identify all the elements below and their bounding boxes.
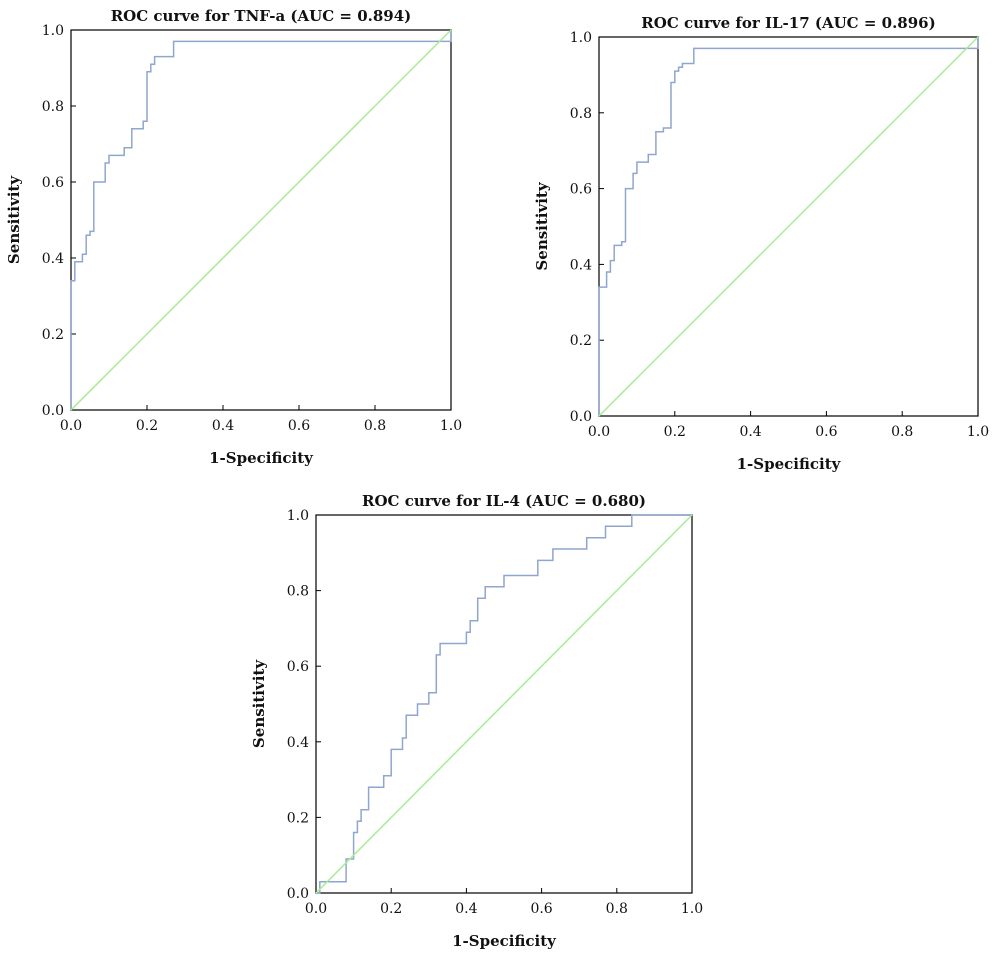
- y-tick-label: 0.0: [570, 409, 592, 425]
- y-tick-label: 0.2: [42, 327, 64, 343]
- x-tick-label: 1.0: [967, 424, 989, 440]
- roc-chart-2: ROC curve for IL-17 (AUC = 0.896) 0.0 0.2 0…: [533, 14, 989, 473]
- reference-diagonal-line: [70, 29, 452, 411]
- x-tick-label: 0.4: [739, 424, 761, 440]
- roc-chart-3: ROC curve for IL-4 (AUC = 0.680) 0.0 0.2 0.…: [250, 492, 703, 950]
- chart-title: ROC curve for IL-17 (AUC = 0.896): [641, 14, 935, 32]
- x-tick-label: 0.2: [380, 901, 402, 917]
- roc-curve-line: [70, 30, 452, 410]
- y-tick-label: 0.2: [287, 810, 309, 826]
- y-tick-label: 1.0: [42, 23, 64, 39]
- x-axis-label: 1-Specificity: [209, 449, 314, 467]
- x-tick-label: 1.0: [681, 901, 703, 917]
- reference-diagonal-line: [598, 36, 979, 417]
- y-tick-label: 1.0: [570, 30, 592, 46]
- x-tick-label: 0.8: [364, 418, 386, 434]
- x-tick-label: 0.6: [530, 901, 552, 917]
- chart-title: ROC curve for IL-4 (AUC = 0.680): [362, 492, 646, 510]
- y-tick-label: 0.0: [42, 403, 64, 419]
- x-axis-label: 1-Specificity: [452, 932, 557, 950]
- x-tick-label: 0.4: [212, 418, 234, 434]
- roc-chart-1: ROC curve for TNF-a (AUC = 0.894) 0.0 0.2 0…: [5, 7, 462, 467]
- x-tick-label: 0.0: [60, 418, 82, 434]
- roc-curve-line: [316, 514, 692, 894]
- y-tick-label: 0.4: [42, 251, 64, 267]
- y-tick-label: 0.8: [42, 99, 64, 115]
- x-axis-label: 1-Specificity: [737, 455, 842, 473]
- plot-frame: [70, 29, 452, 411]
- x-tick-label: 0.0: [588, 424, 610, 440]
- y-axis-label: Sensitivity: [533, 181, 551, 270]
- plot-frame: [598, 36, 979, 417]
- y-tick-label: 0.8: [287, 584, 309, 600]
- x-tick-label: 0.8: [606, 901, 628, 917]
- reference-diagonal-line: [315, 514, 693, 894]
- x-tick-label: 1.0: [440, 418, 462, 434]
- x-tick-label: 0.6: [288, 418, 310, 434]
- x-tick-label: 0.0: [305, 901, 327, 917]
- plot-frame: [315, 514, 693, 894]
- x-tick-label: 0.4: [455, 901, 477, 917]
- y-tick-label: 0.0: [287, 886, 309, 902]
- y-tick-label: 0.6: [42, 175, 64, 191]
- roc-curve-line: [598, 37, 979, 416]
- y-tick-label: 1.0: [287, 508, 309, 524]
- y-axis-label: Sensitivity: [5, 175, 23, 264]
- x-tick-label: 0.8: [891, 424, 913, 440]
- y-tick-label: 0.4: [570, 257, 592, 273]
- chart-title: ROC curve for TNF-a (AUC = 0.894): [111, 7, 412, 25]
- y-tick-label: 0.2: [570, 333, 592, 349]
- y-tick-label: 0.6: [570, 182, 592, 198]
- y-tick-label: 0.8: [570, 106, 592, 122]
- y-axis-label: Sensitivity: [250, 659, 268, 748]
- x-tick-label: 0.6: [815, 424, 837, 440]
- x-tick-label: 0.2: [136, 418, 158, 434]
- y-tick-label: 0.4: [287, 735, 309, 751]
- y-tick-label: 0.6: [287, 659, 309, 675]
- x-tick-label: 0.2: [664, 424, 686, 440]
